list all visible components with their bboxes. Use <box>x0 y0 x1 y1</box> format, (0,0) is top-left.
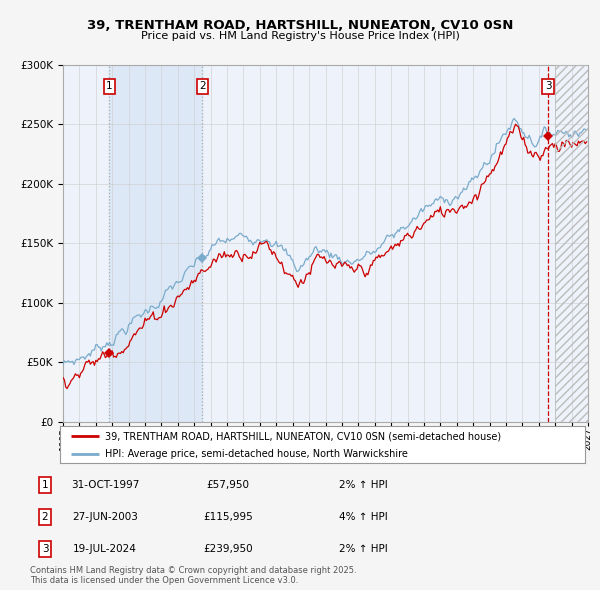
Text: 1: 1 <box>41 480 49 490</box>
Text: £57,950: £57,950 <box>206 480 250 490</box>
Text: 2: 2 <box>41 512 49 522</box>
Text: 31-OCT-1997: 31-OCT-1997 <box>71 480 139 490</box>
Text: 2% ↑ HPI: 2% ↑ HPI <box>339 480 388 490</box>
Text: 39, TRENTHAM ROAD, HARTSHILL, NUNEATON, CV10 0SN (semi-detached house): 39, TRENTHAM ROAD, HARTSHILL, NUNEATON, … <box>104 431 501 441</box>
Text: 2: 2 <box>199 81 206 91</box>
Text: 3: 3 <box>545 81 551 91</box>
Text: 2% ↑ HPI: 2% ↑ HPI <box>339 544 388 553</box>
Text: £239,950: £239,950 <box>203 544 253 553</box>
Text: Contains HM Land Registry data © Crown copyright and database right 2025.
This d: Contains HM Land Registry data © Crown c… <box>30 566 356 585</box>
Bar <box>555 65 588 422</box>
Text: 39, TRENTHAM ROAD, HARTSHILL, NUNEATON, CV10 0SN: 39, TRENTHAM ROAD, HARTSHILL, NUNEATON, … <box>87 19 513 32</box>
Text: 27-JUN-2003: 27-JUN-2003 <box>72 512 138 522</box>
Text: £115,995: £115,995 <box>203 512 253 522</box>
Text: HPI: Average price, semi-detached house, North Warwickshire: HPI: Average price, semi-detached house,… <box>104 449 407 459</box>
Text: 1: 1 <box>106 81 113 91</box>
Text: 19-JUL-2024: 19-JUL-2024 <box>73 544 137 553</box>
Text: 3: 3 <box>41 544 49 553</box>
Bar <box>109 65 202 422</box>
Text: 4% ↑ HPI: 4% ↑ HPI <box>339 512 388 522</box>
Text: Price paid vs. HM Land Registry's House Price Index (HPI): Price paid vs. HM Land Registry's House … <box>140 31 460 41</box>
